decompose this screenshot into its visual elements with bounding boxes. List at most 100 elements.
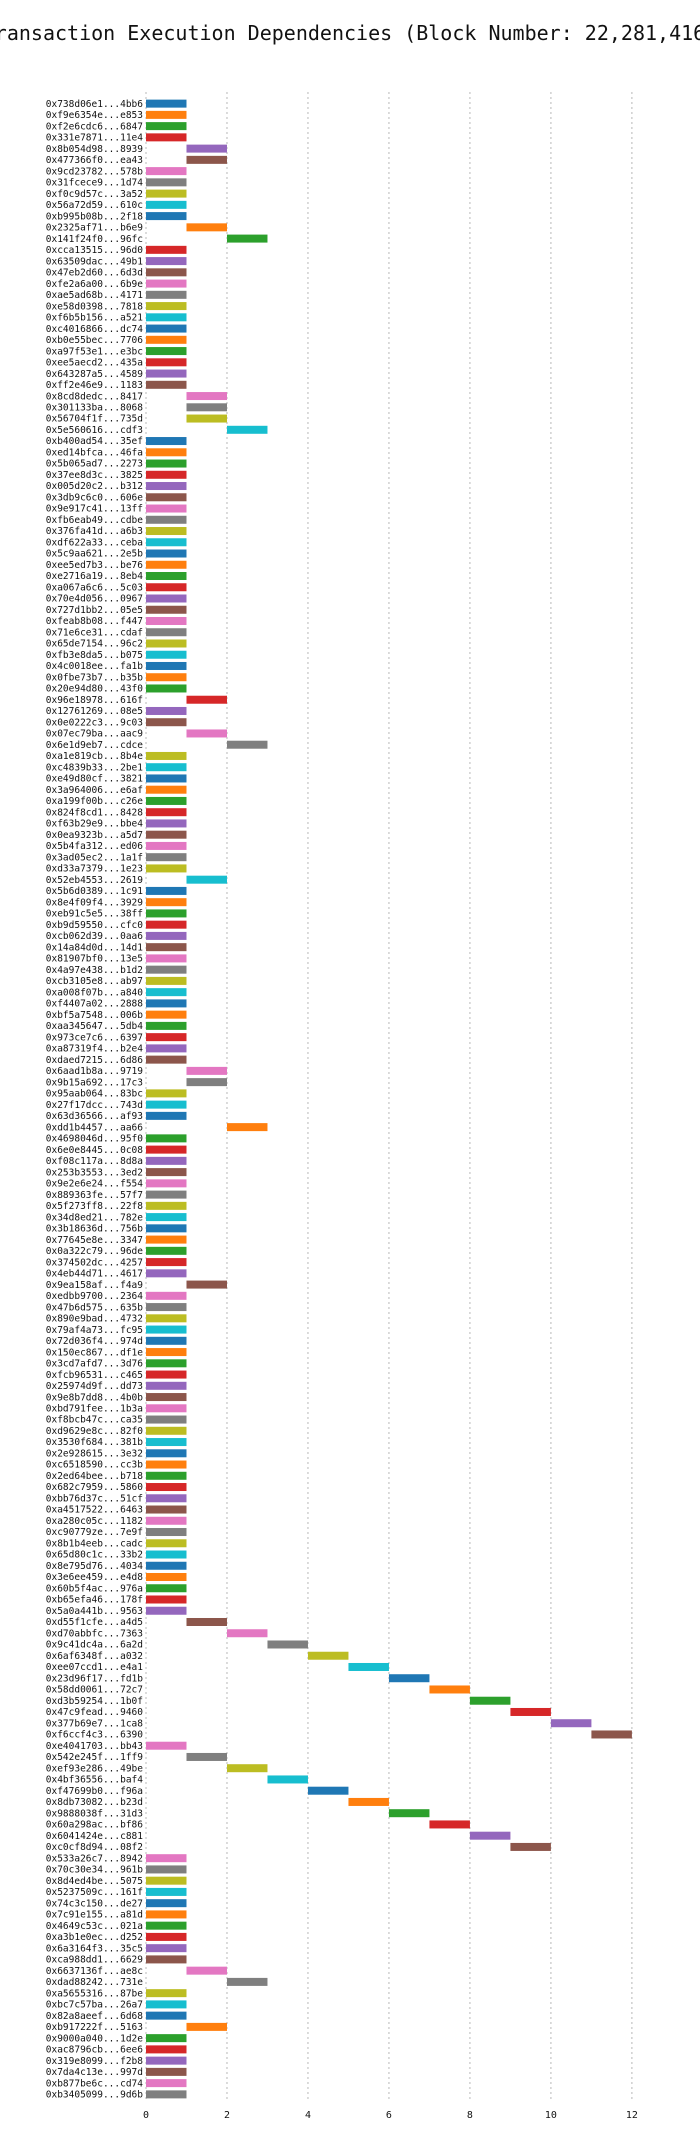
y-tick-label: 0xa3b1e0ec...d252 bbox=[46, 1932, 143, 1943]
bar bbox=[146, 1168, 187, 1177]
bar bbox=[146, 572, 187, 581]
bar bbox=[348, 1662, 389, 1671]
bar bbox=[146, 1336, 187, 1345]
y-tick-label: 0xb917222f...5163 bbox=[46, 2022, 143, 2033]
y-tick-label: 0x331e7871...11e4 bbox=[46, 133, 144, 144]
bar bbox=[146, 99, 187, 108]
y-tick-label: 0x6af6348f...a032 bbox=[46, 1651, 143, 1662]
y-tick-label: 0x4c0018ee...fa1b bbox=[46, 661, 144, 672]
y-tick-label: 0x3db9c6c0...606e bbox=[46, 492, 144, 503]
bar bbox=[146, 515, 187, 524]
y-tick-label: 0xd33a7379...1e23 bbox=[46, 864, 143, 875]
y-tick-label: 0x52eb4553...2619 bbox=[46, 875, 144, 886]
y-tick-label: 0x533a26c7...8942 bbox=[46, 1853, 143, 1864]
bar bbox=[186, 223, 227, 232]
bar bbox=[186, 1280, 227, 1289]
bar bbox=[146, 796, 187, 805]
y-tick-label: 0x8e795d76...4034 bbox=[46, 1561, 144, 1572]
bar bbox=[146, 1561, 187, 1570]
bar bbox=[186, 414, 227, 423]
bar bbox=[307, 1786, 349, 1795]
bar bbox=[146, 549, 187, 558]
bar bbox=[226, 1123, 268, 1132]
bar bbox=[146, 1246, 187, 1255]
bar bbox=[591, 1730, 632, 1739]
y-tick-label: 0x6a3164f3...35c5 bbox=[46, 1943, 143, 1954]
bar bbox=[186, 729, 227, 738]
y-tick-label: 0x5b4fa312...ed06 bbox=[46, 841, 144, 852]
y-tick-label: 0x9e917c41...13ff bbox=[46, 504, 143, 515]
y-tick-label: 0xcca13515...96d0 bbox=[46, 245, 144, 256]
bar bbox=[146, 718, 187, 727]
bar bbox=[146, 1100, 187, 1109]
bar bbox=[146, 245, 187, 254]
y-tick-label: 0xae5ad68b...4171 bbox=[46, 290, 144, 301]
bar bbox=[146, 2011, 187, 2020]
y-tick-label: 0x5b065ad7...2273 bbox=[46, 459, 143, 470]
y-tick-label: 0xfcb96531...c465 bbox=[46, 1370, 143, 1381]
y-tick-label: 0xb995b08b...2f18 bbox=[46, 211, 144, 222]
bar bbox=[146, 774, 187, 783]
bar bbox=[186, 1617, 227, 1626]
bar bbox=[146, 954, 187, 963]
bar bbox=[146, 538, 187, 547]
bar bbox=[146, 706, 187, 715]
y-tick-label: 0xd9629e8c...82f0 bbox=[46, 1426, 144, 1437]
y-tick-label: 0xf6ccf4c3...6390 bbox=[46, 1730, 144, 1741]
bar bbox=[146, 1449, 187, 1458]
bar bbox=[429, 1685, 470, 1694]
bar bbox=[146, 931, 187, 940]
y-tick-label: 0x4eb44d71...4617 bbox=[46, 1269, 143, 1280]
bar bbox=[146, 1314, 187, 1323]
bar bbox=[146, 1156, 187, 1165]
y-tick-label: 0xe49d80cf...3821 bbox=[46, 774, 144, 785]
y-tick-label: 0xdaed7215...6d86 bbox=[46, 1055, 144, 1066]
bar bbox=[146, 1269, 187, 1278]
bar bbox=[146, 1010, 187, 1019]
bar bbox=[146, 1584, 187, 1593]
bar bbox=[146, 178, 187, 187]
bar bbox=[429, 1820, 470, 1829]
y-tick-label: 0xdd1b4457...aa66 bbox=[46, 1122, 144, 1133]
y-tick-label: 0x9e2e6e24...f554 bbox=[46, 1179, 144, 1190]
bar bbox=[146, 470, 187, 479]
y-tick-label: 0xbc7c57ba...26a7 bbox=[46, 2000, 143, 2011]
y-tick-label: 0x71e6ce31...cdaf bbox=[46, 627, 143, 638]
y-tick-label: 0x8b054d98...8939 bbox=[46, 144, 144, 155]
y-tick-label: 0x8db73082...b23d bbox=[46, 1797, 143, 1808]
y-tick-label: 0x141f24f0...96fc bbox=[46, 234, 143, 245]
bar bbox=[146, 1089, 187, 1098]
bar bbox=[146, 1190, 187, 1199]
bar bbox=[146, 527, 187, 536]
y-tick-label: 0x70e4d056...0967 bbox=[46, 594, 143, 605]
bar bbox=[146, 976, 187, 985]
bar bbox=[146, 1348, 187, 1357]
bar bbox=[146, 1325, 187, 1334]
y-tick-label: 0xaa345647...5db4 bbox=[46, 1021, 144, 1032]
y-tick-label: 0x374502dc...4257 bbox=[46, 1257, 143, 1268]
bar bbox=[146, 1471, 187, 1480]
y-tick-label: 0xd70abbfc...7363 bbox=[46, 1628, 143, 1639]
bar bbox=[267, 1775, 308, 1784]
y-tick-label: 0x2ed64bee...b718 bbox=[46, 1471, 144, 1482]
bar bbox=[146, 841, 187, 850]
bar bbox=[146, 1179, 187, 1188]
bar bbox=[146, 1539, 187, 1548]
bar bbox=[307, 1651, 349, 1660]
bar bbox=[146, 1606, 187, 1615]
y-tick-label: 0x7c91e155...a81d bbox=[46, 1910, 143, 1921]
y-tick-label: 0xf2e6cdc6...6847 bbox=[46, 121, 143, 132]
y-tick-label: 0x82a8aeef...6d68 bbox=[46, 2011, 144, 2022]
bar bbox=[146, 864, 187, 873]
y-tick-label: 0x12761269...08e5 bbox=[46, 706, 143, 717]
y-tick-label: 0xff2e46e9...1183 bbox=[46, 380, 143, 391]
y-tick-label: 0x56a72d59...610c bbox=[46, 200, 143, 211]
y-tick-label: 0xe4041703...bb43 bbox=[46, 1741, 143, 1752]
bar bbox=[146, 1741, 187, 1750]
y-tick-label: 0xedbb9700...2364 bbox=[46, 1291, 144, 1302]
y-tick-label: 0x005d20c2...b312 bbox=[46, 481, 143, 492]
y-tick-label: 0xfb3e8da5...b075 bbox=[46, 650, 143, 661]
bar bbox=[146, 189, 187, 198]
bar bbox=[146, 785, 187, 794]
